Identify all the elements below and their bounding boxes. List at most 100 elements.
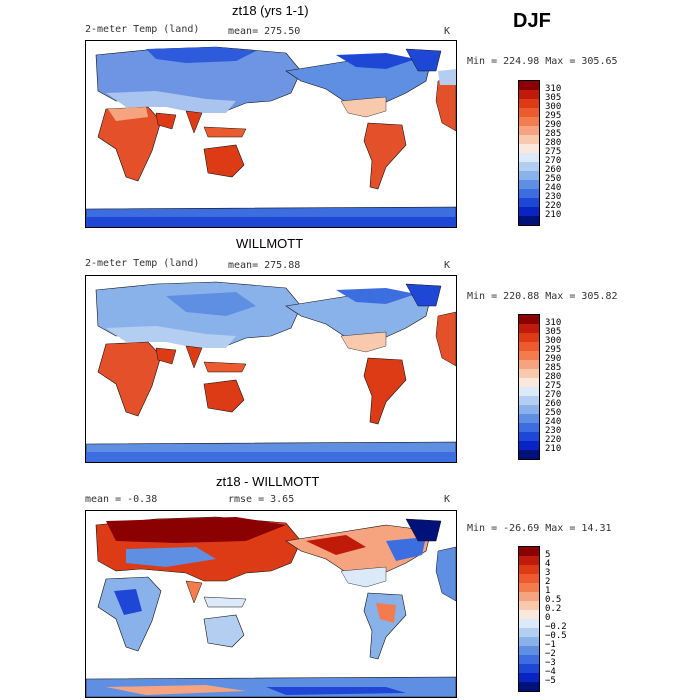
panel-3-rmse: rmse = 3.65	[228, 494, 295, 505]
colorbar-tick-label: 290	[545, 353, 562, 364]
colorbar-swatch	[519, 333, 539, 342]
colorbar-tick-label: 230	[545, 191, 562, 202]
colorbar-tick-label: 310	[545, 317, 562, 328]
panel-2-variable-label: 2-meter Temp (land)	[85, 258, 200, 269]
colorbar-swatch	[519, 655, 539, 664]
panel-3-map	[85, 510, 457, 698]
colorbar-swatch	[519, 637, 539, 646]
colorbar-tick-label: 280	[545, 371, 562, 382]
colorbar-swatch	[519, 673, 539, 682]
panel-1-variable-label: 2-meter Temp (land)	[85, 24, 200, 35]
colorbar-swatch	[519, 153, 539, 162]
colorbar-tick-label: −2	[545, 648, 556, 659]
panel-1-title: zt18 (yrs 1-1)	[232, 3, 309, 18]
colorbar-tick-label: 2	[545, 576, 551, 587]
panel-3-title: zt18 - WILLMOTT	[216, 474, 320, 489]
panel-2-minmax: Min = 220.88 Max = 305.82	[467, 291, 618, 302]
panel-3-unit: K	[444, 494, 451, 505]
colorbar-tick-label: 4	[545, 558, 551, 569]
colorbar-tick-label: −4	[545, 666, 556, 677]
colorbar-tick-label: 240	[545, 416, 562, 427]
season-label: DJF	[513, 10, 551, 32]
colorbar-swatch	[519, 583, 539, 592]
colorbar-tick-label: 230	[545, 425, 562, 436]
colorbar-swatch	[519, 646, 539, 655]
colorbar-tick-label: 285	[545, 128, 562, 139]
colorbar-swatch	[519, 342, 539, 351]
colorbar-swatch	[519, 664, 539, 673]
panel-3-map-svg	[86, 516, 456, 697]
colorbar-tick-label: 210	[545, 443, 562, 454]
panel-2-colorbar	[518, 314, 540, 460]
colorbar-swatch	[519, 81, 539, 90]
colorbar-swatch	[519, 396, 539, 405]
colorbar-tick-label: 5	[545, 549, 551, 560]
colorbar-swatch	[519, 628, 539, 637]
colorbar-swatch	[519, 117, 539, 126]
colorbar-swatch	[519, 592, 539, 601]
panel-3-minmax: Min = -26.69 Max = 14.31	[467, 523, 612, 534]
colorbar-swatch	[519, 619, 539, 628]
colorbar-tick-label: −5	[545, 675, 556, 686]
colorbar-swatch	[519, 189, 539, 198]
colorbar-tick-label: 3	[545, 567, 551, 578]
colorbar-tick-label: 260	[545, 164, 562, 175]
colorbar-tick-label: 250	[545, 173, 562, 184]
colorbar-tick-label: 0.2	[545, 603, 562, 614]
colorbar-swatch	[519, 369, 539, 378]
colorbar-swatch	[519, 682, 539, 691]
colorbar-tick-label: 250	[545, 407, 562, 418]
colorbar-tick-label: 275	[545, 380, 562, 391]
colorbar-tick-label: 210	[545, 209, 562, 220]
colorbar-swatch	[519, 180, 539, 189]
colorbar-tick-label: 275	[545, 146, 562, 157]
colorbar-tick-label: 300	[545, 335, 562, 346]
colorbar-swatch	[519, 198, 539, 207]
colorbar-tick-label: 0.5	[545, 594, 562, 605]
colorbar-tick-label: 285	[545, 362, 562, 373]
panel-1-minmax: Min = 224.98 Max = 305.65	[467, 56, 618, 67]
panel-2-mean: mean= 275.88	[228, 260, 301, 271]
panel-2-unit: K	[444, 260, 451, 271]
colorbar-swatch	[519, 405, 539, 414]
colorbar-tick-label: 0	[545, 612, 551, 623]
colorbar-swatch	[519, 565, 539, 574]
colorbar-swatch	[519, 315, 539, 324]
colorbar-tick-label: −0.5	[545, 630, 567, 641]
panel-2-title: WILLMOTT	[236, 236, 304, 251]
colorbar-tick-label: 300	[545, 101, 562, 112]
colorbar-swatch	[519, 207, 539, 216]
colorbar-tick-label: 305	[545, 92, 562, 103]
colorbar-tick-label: −1	[545, 639, 556, 650]
colorbar-tick-label: 295	[545, 110, 562, 121]
panel-3-colorbar	[518, 546, 540, 692]
panel-1-map	[85, 40, 457, 228]
panel-3-mean: mean = -0.38	[85, 494, 158, 505]
colorbar-swatch	[519, 441, 539, 450]
colorbar-swatch	[519, 135, 539, 144]
colorbar-swatch	[519, 99, 539, 108]
colorbar-swatch	[519, 171, 539, 180]
panel-1-mean: mean= 275.50	[228, 26, 301, 37]
panel-1-colorbar	[518, 80, 540, 226]
colorbar-tick-label: 240	[545, 182, 562, 193]
colorbar-swatch	[519, 351, 539, 360]
colorbar-swatch	[519, 601, 539, 610]
colorbar-tick-label: 220	[545, 200, 562, 211]
colorbar-tick-label: 290	[545, 119, 562, 130]
colorbar-swatch	[519, 378, 539, 387]
colorbar-swatch	[519, 360, 539, 369]
colorbar-swatch	[519, 144, 539, 153]
colorbar-tick-label: 270	[545, 155, 562, 166]
colorbar-swatch	[519, 414, 539, 423]
colorbar-tick-label: 1	[545, 585, 551, 596]
colorbar-swatch	[519, 162, 539, 171]
colorbar-swatch	[519, 547, 539, 556]
colorbar-swatch	[519, 90, 539, 99]
panel-1-unit: K	[444, 26, 451, 37]
colorbar-tick-label: 310	[545, 83, 562, 94]
panel-2-map-svg	[86, 281, 456, 462]
colorbar-tick-label: −0.2	[545, 621, 567, 632]
colorbar-swatch	[519, 423, 539, 432]
colorbar-swatch	[519, 216, 539, 225]
